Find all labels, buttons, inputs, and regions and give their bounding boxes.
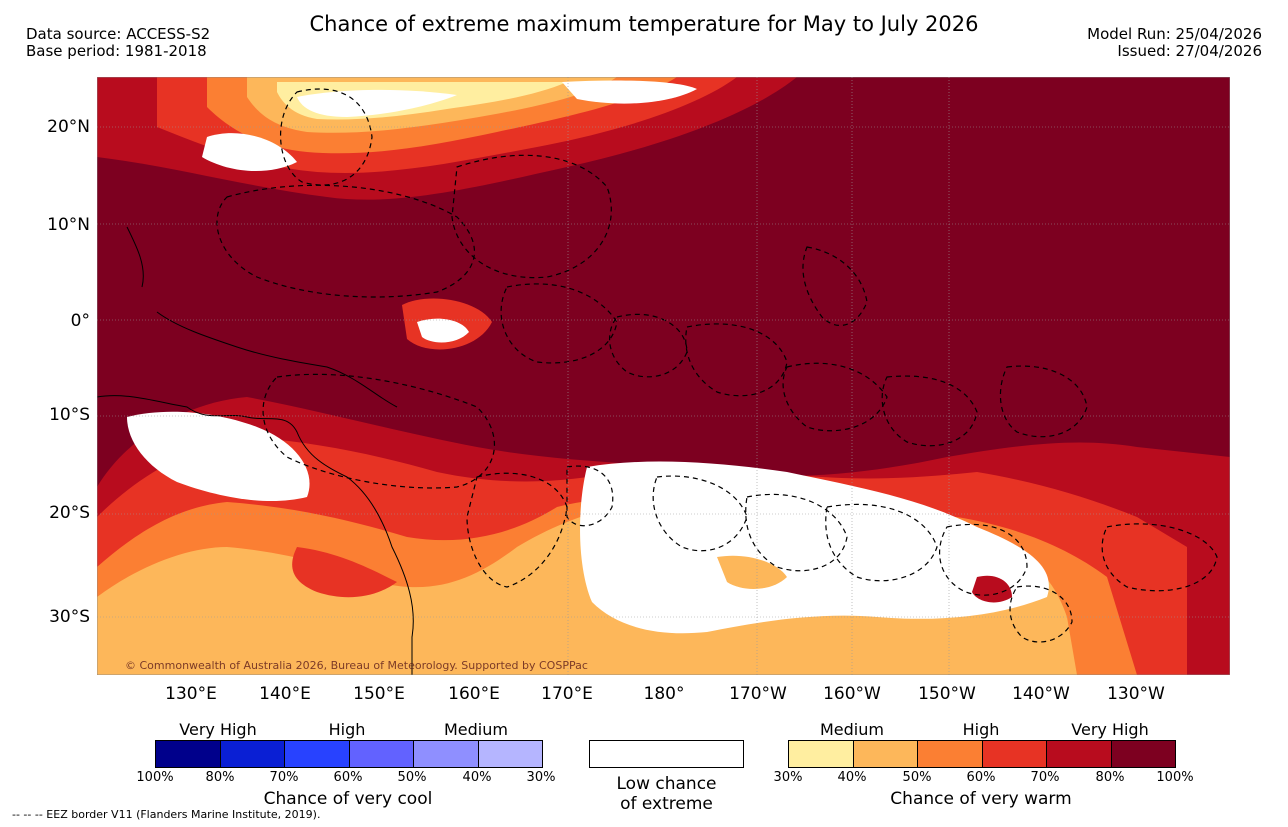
issued-date: Issued: 27/04/2026 bbox=[1117, 42, 1262, 60]
cool-swatch bbox=[478, 741, 542, 767]
low-chance-line2: of extreme bbox=[620, 794, 713, 814]
warm-cat-very-high: Very High bbox=[1071, 720, 1149, 739]
cool-cat-very-high: Very High bbox=[179, 720, 257, 739]
model-run: Model Run: 25/04/2026 bbox=[1087, 25, 1262, 43]
lat-label-20s: 20°S bbox=[49, 503, 90, 523]
low-chance-swatch bbox=[589, 740, 744, 768]
warm-caption: Chance of very warm bbox=[890, 789, 1072, 809]
cool-swatch bbox=[414, 741, 479, 767]
cool-tick: 80% bbox=[205, 770, 235, 785]
warm-tick: 50% bbox=[902, 770, 932, 785]
lat-label-10s: 10°S bbox=[49, 405, 90, 425]
lon-label-140w: 140°W bbox=[1012, 684, 1070, 704]
lon-label-170w: 170°W bbox=[729, 684, 787, 704]
cool-cat-high: High bbox=[328, 720, 366, 739]
cool-caption: Chance of very cool bbox=[263, 789, 433, 809]
cool-tick: 30% bbox=[526, 770, 556, 785]
lon-label-130w: 130°W bbox=[1107, 684, 1165, 704]
forecast-map bbox=[97, 77, 1230, 675]
cool-swatch bbox=[285, 741, 350, 767]
cool-swatch bbox=[349, 741, 414, 767]
lon-label-160e: 160°E bbox=[448, 684, 500, 704]
lat-label-30s: 30°S bbox=[49, 607, 90, 627]
coastlines bbox=[97, 226, 414, 675]
lon-label-180: 180° bbox=[643, 684, 685, 704]
copyright-text: © Commonwealth of Australia 2026, Bureau… bbox=[125, 659, 588, 672]
warm-cat-medium: Medium bbox=[820, 720, 884, 739]
eez-footnote: -- -- -- EEZ border V11 (Flanders Marine… bbox=[12, 808, 321, 821]
warm-tick: 100% bbox=[1156, 770, 1194, 785]
header-right: Model Run: 25/04/2026 Issued: 27/04/2026 bbox=[1087, 26, 1262, 60]
lon-label-130e: 130°E bbox=[165, 684, 217, 704]
low-chance-label: Low chance of extreme bbox=[589, 774, 744, 814]
cool-swatch bbox=[220, 741, 285, 767]
low-chance-line1: Low chance bbox=[616, 774, 717, 794]
lon-label-150e: 150°E bbox=[353, 684, 405, 704]
warm-swatch bbox=[789, 741, 854, 767]
northwest-gradient bbox=[97, 77, 797, 200]
cool-tick: 70% bbox=[269, 770, 299, 785]
lat-label-10n: 10°N bbox=[47, 215, 90, 235]
southern-gradient bbox=[97, 397, 1230, 675]
base-period: Base period: 1981-2018 bbox=[26, 42, 207, 60]
warm-tick: 40% bbox=[837, 770, 867, 785]
data-source: Data source: ACCESS-S2 bbox=[26, 25, 211, 43]
cool-cat-medium: Medium bbox=[444, 720, 508, 739]
cool-tick: 50% bbox=[397, 770, 427, 785]
graticule bbox=[97, 77, 1230, 675]
cool-colorbar bbox=[155, 740, 543, 768]
lon-label-140e: 140°E bbox=[259, 684, 311, 704]
warm-swatch bbox=[982, 741, 1047, 767]
warm-colorbar bbox=[788, 740, 1176, 768]
cool-tick: 100% bbox=[136, 770, 174, 785]
warm-tick: 80% bbox=[1095, 770, 1125, 785]
cool-swatch bbox=[156, 741, 221, 767]
cool-tick: 60% bbox=[333, 770, 363, 785]
lat-label-20n: 20°N bbox=[47, 117, 90, 137]
map-title: Chance of extreme maximum temperature fo… bbox=[309, 12, 979, 36]
warm-swatch bbox=[1111, 741, 1175, 767]
warm-tick: 70% bbox=[1030, 770, 1060, 785]
warm-tick: 30% bbox=[773, 770, 803, 785]
warm-cat-high: High bbox=[962, 720, 1000, 739]
warm-swatch bbox=[1047, 741, 1112, 767]
warm-swatch bbox=[853, 741, 918, 767]
lon-label-150w: 150°W bbox=[918, 684, 976, 704]
lon-label-160w: 160°W bbox=[823, 684, 881, 704]
lon-label-170e: 170°E bbox=[541, 684, 593, 704]
header-left: Data source: ACCESS-S2 Base period: 1981… bbox=[26, 26, 210, 60]
eez-borders bbox=[216, 88, 1218, 643]
cool-tick: 40% bbox=[462, 770, 492, 785]
lat-label-0: 0° bbox=[70, 311, 90, 331]
warm-tick: 60% bbox=[966, 770, 996, 785]
warm-swatch bbox=[918, 741, 983, 767]
